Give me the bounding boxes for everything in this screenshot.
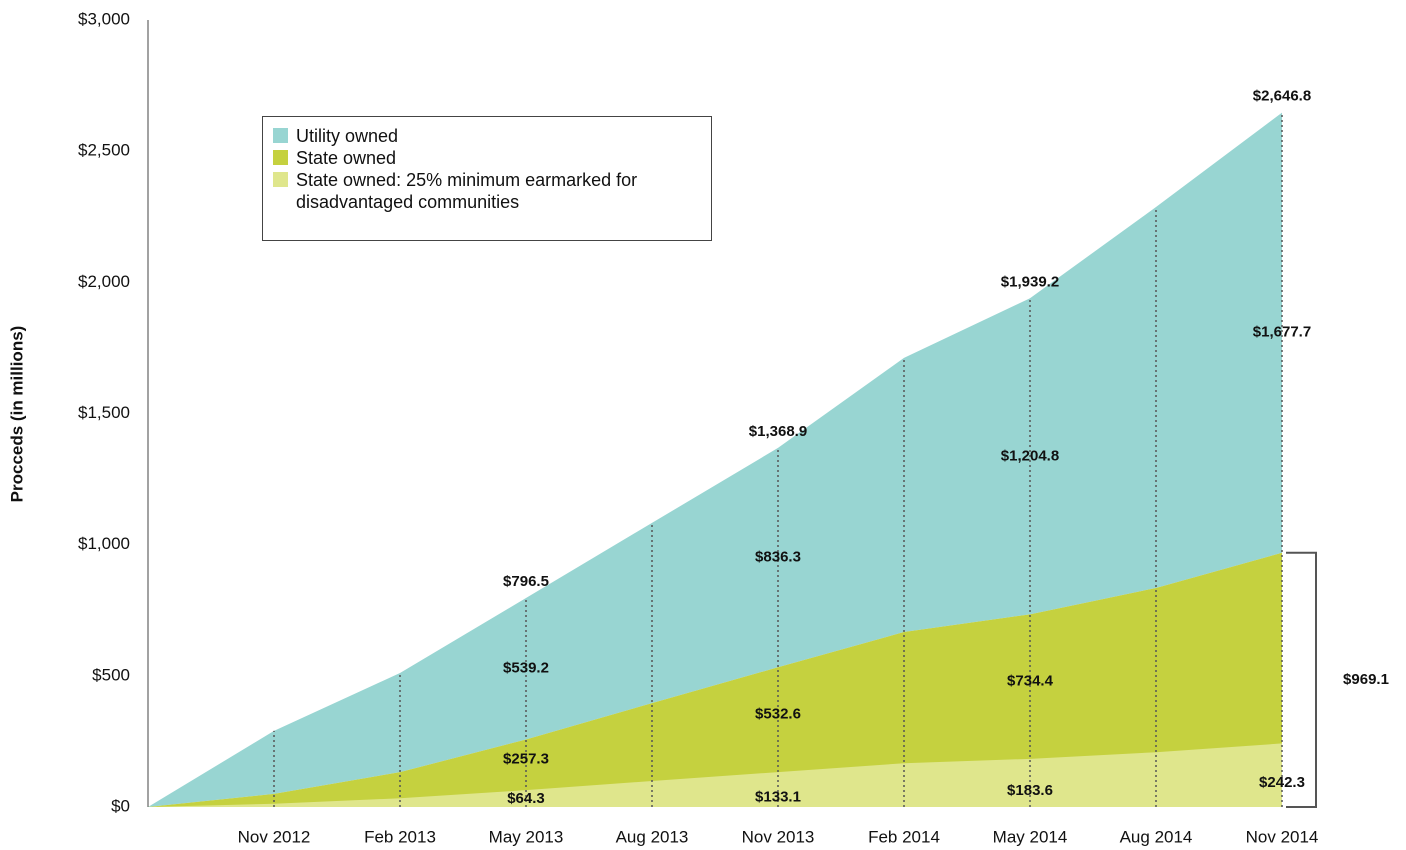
y-tick-label: $500 <box>92 665 130 684</box>
y-axis-label: Procceds (in millions) <box>7 326 26 503</box>
area <box>148 552 1282 807</box>
data-label: $969.1 <box>1343 671 1389 688</box>
x-tick-label: May 2013 <box>489 827 564 846</box>
data-label: $836.3 <box>755 549 801 566</box>
data-label: $183.6 <box>1007 782 1053 799</box>
area <box>148 743 1282 807</box>
y-tick-label: $2,000 <box>78 272 130 291</box>
y-tick-label: $0 <box>111 796 130 815</box>
x-tick-label: Nov 2012 <box>238 827 311 846</box>
area <box>148 112 1282 808</box>
y-tick-label: $1,500 <box>78 403 130 422</box>
legend-swatch <box>273 150 288 165</box>
data-label: $734.4 <box>1007 672 1054 689</box>
legend-swatch <box>273 172 288 187</box>
legend-item: State owned: 25% minimum earmarked for d… <box>273 169 701 213</box>
x-tick-label: Aug 2014 <box>1120 827 1193 846</box>
legend-item: State owned <box>273 147 701 169</box>
total-label: $1,368.9 <box>749 423 807 440</box>
y-tick-label: $2,500 <box>78 141 130 160</box>
legend: Utility owned State owned State owned: 25%… <box>262 116 712 241</box>
total-label: $1,939.2 <box>1001 273 1059 290</box>
legend-swatch <box>273 128 288 143</box>
x-tick-label: Nov 2013 <box>742 827 815 846</box>
x-tick-label: Feb 2013 <box>364 827 436 846</box>
legend-item: Utility owned <box>273 125 701 147</box>
data-label: $1,204.8 <box>1001 447 1059 464</box>
legend-label: State owned: 25% minimum earmarked for d… <box>296 170 638 212</box>
data-label: $133.1 <box>755 789 801 806</box>
data-label: $257.3 <box>503 751 549 768</box>
y-tick-label: $1,000 <box>78 534 130 553</box>
data-label: $1,677.7 <box>1253 324 1311 341</box>
data-label: $64.3 <box>507 790 545 807</box>
total-label: $2,646.8 <box>1253 88 1311 105</box>
y-tick-label: $3,000 <box>78 9 130 28</box>
x-tick-label: Nov 2014 <box>1246 827 1319 846</box>
x-tick-label: May 2014 <box>993 827 1068 846</box>
x-tick-label: Feb 2014 <box>868 827 940 846</box>
data-label: $539.2 <box>503 660 549 677</box>
data-label: $532.6 <box>755 705 801 722</box>
x-tick-label: Aug 2013 <box>616 827 689 846</box>
data-label: $242.3 <box>1259 774 1305 791</box>
total-label: $796.5 <box>503 573 549 590</box>
bracket <box>1286 551 1317 808</box>
legend-label: Utility owned <box>296 126 399 146</box>
legend-label: State owned <box>296 148 397 168</box>
